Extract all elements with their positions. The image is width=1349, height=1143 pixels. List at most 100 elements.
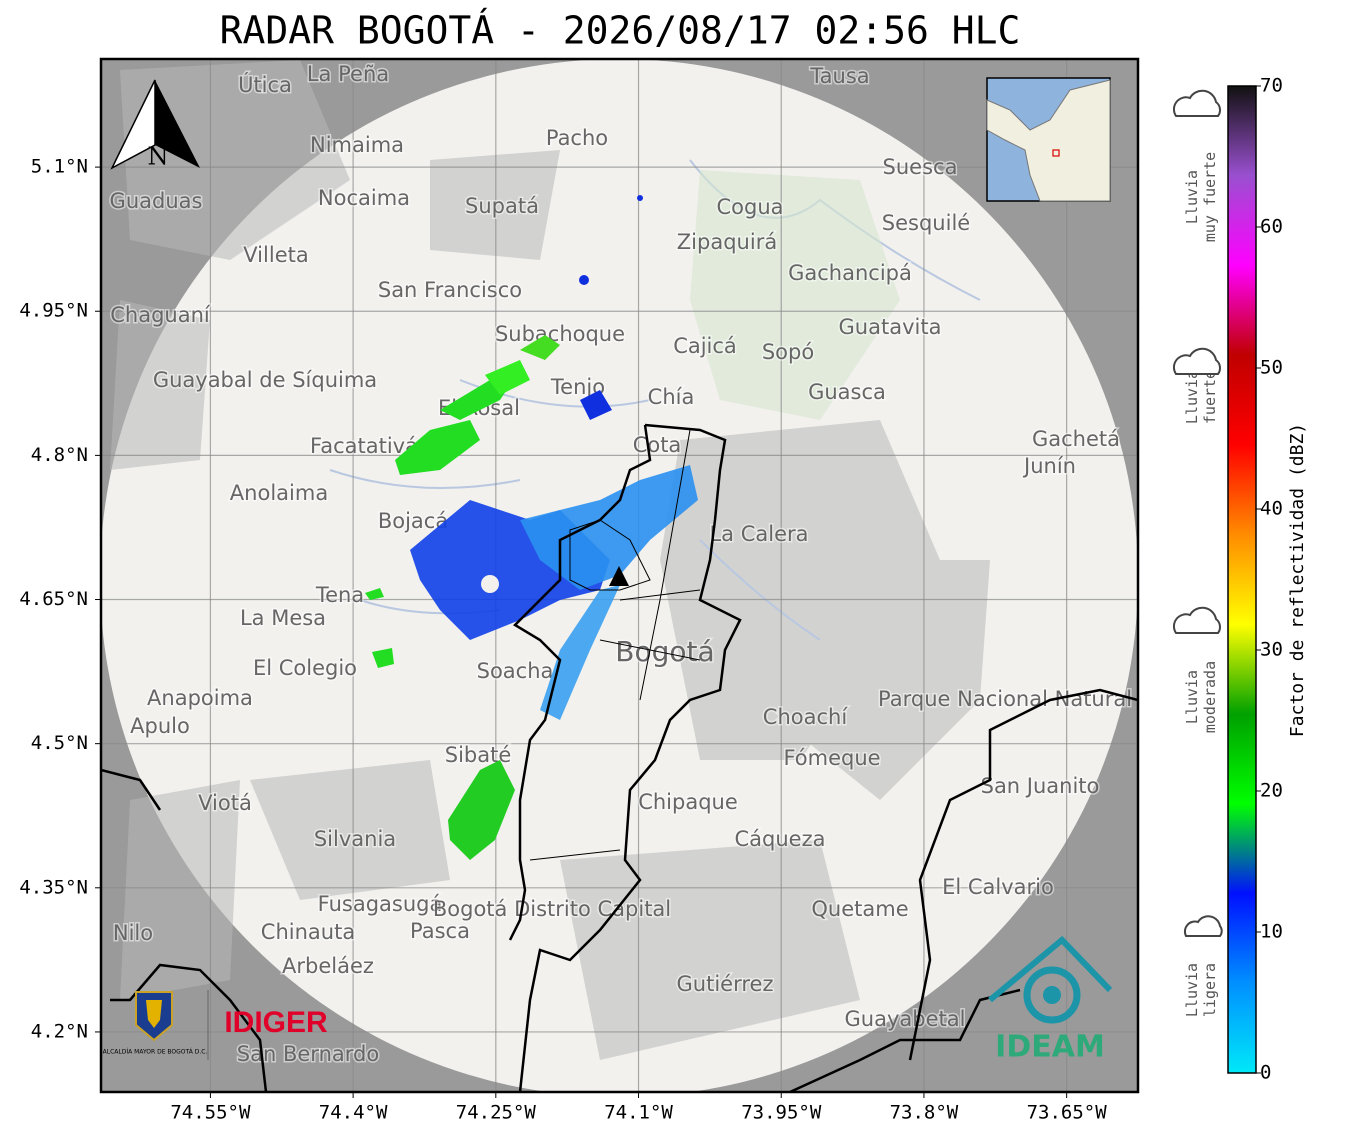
- intensity-icons: [1173, 89, 1223, 937]
- y-tick-label: 4.8°N: [31, 444, 88, 466]
- y-tick-label: 5.1°N: [31, 156, 88, 178]
- place-label: Junín: [1022, 454, 1076, 478]
- place-label: Choachí: [763, 705, 849, 729]
- place-label: Pacho: [546, 126, 608, 150]
- logo-idiger: IDIGER: [224, 1006, 328, 1039]
- place-label: San Francisco: [378, 278, 522, 302]
- intensity-label: Lluviamuy fuerte: [1183, 152, 1219, 242]
- x-tick-label: 74.55°W: [170, 1102, 251, 1124]
- intensity-label: Lluviafuerte: [1183, 370, 1219, 424]
- place-label: Chía: [648, 385, 695, 409]
- place-label: Cajicá: [673, 334, 737, 358]
- intensity-label: Lluviamoderada: [1183, 661, 1219, 733]
- radar-site: [609, 566, 629, 586]
- north-label: N: [148, 143, 169, 171]
- place-label: Villeta: [243, 243, 308, 267]
- place-label: Nocaima: [318, 186, 410, 210]
- terrain: [110, 60, 990, 1060]
- place-label: Subachoque: [495, 322, 625, 346]
- place-label: Anolaima: [230, 481, 328, 505]
- place-label: Nimaima: [310, 133, 404, 157]
- vegetation: [690, 170, 900, 420]
- place-label: El Colegio: [253, 656, 357, 680]
- boundary: [508, 424, 652, 941]
- place-label: Chipaque: [638, 790, 738, 814]
- place-label: Quetame: [811, 897, 908, 921]
- place-label: Pasca: [410, 919, 470, 943]
- place-label: Guatavita: [839, 315, 942, 339]
- colorbar-tick-label: 40: [1260, 498, 1283, 520]
- x-tick-label: 74.1°W: [604, 1102, 673, 1124]
- place-label: Chaguaní: [110, 303, 211, 327]
- colorbar-tick-label: 20: [1260, 780, 1283, 802]
- place-label: La Mesa: [240, 606, 326, 630]
- place-label: Gachetá: [1032, 427, 1120, 451]
- place-label: Chinauta: [261, 920, 355, 944]
- place-label: San Juanito: [981, 774, 1100, 798]
- colorbar-tick-label: 10: [1260, 921, 1283, 943]
- place-label: Fómeque: [783, 746, 880, 770]
- boundary: [518, 423, 742, 1092]
- place-label: Suesca: [883, 155, 958, 179]
- place-label: Silvania: [314, 827, 396, 851]
- place-label: Apulo: [130, 714, 190, 738]
- place-label: Soacha: [477, 659, 554, 683]
- place-label: Viotá: [198, 791, 252, 815]
- colorbar-label: Factor de reflectividad (dBZ): [1287, 423, 1308, 737]
- place-label: Cota: [633, 433, 682, 457]
- place-label: San Bernardo: [237, 1042, 379, 1066]
- place-label: Útica: [238, 72, 292, 97]
- place-label: Sesquilé: [882, 211, 970, 235]
- y-tick-label: 4.95°N: [19, 300, 88, 322]
- colorbar-tick-label: 30: [1260, 639, 1283, 661]
- place-label: Anapoima: [147, 686, 253, 710]
- x-tick-label: 74.25°W: [456, 1102, 537, 1124]
- place-label: Bogotá: [615, 635, 714, 668]
- title: RADAR BOGOTÁ - 2026/08/17 02:56 HLC: [220, 9, 1021, 53]
- place-label: Tena: [315, 583, 364, 607]
- y-tick-label: 4.2°N: [31, 1020, 88, 1042]
- boundary: [789, 688, 1138, 1092]
- place-label: Guaduas: [110, 189, 203, 213]
- x-tick-label: 73.65°W: [1027, 1102, 1108, 1124]
- place-label: Guayabal de Síquima: [153, 368, 377, 392]
- place-label: Cogua: [716, 195, 783, 219]
- intensity-label: Lluvialigera: [1183, 963, 1219, 1017]
- logo-alcaldia: ALCALDÍA MAYOR DE BOGOTÁ D.C.: [103, 1049, 208, 1056]
- place-label: Supatá: [465, 194, 539, 218]
- place-label: Tausa: [809, 64, 869, 88]
- place-label: La Peña: [307, 62, 389, 86]
- place-label: Sopó: [762, 340, 814, 364]
- place-label: Fusagasugá: [318, 892, 443, 916]
- inset-map: [986, 77, 1111, 202]
- colorbar-tick-label: 0: [1260, 1062, 1271, 1084]
- x-tick-label: 73.8°W: [890, 1102, 959, 1124]
- y-tick-label: 4.5°N: [31, 732, 88, 754]
- map-area: La Peña Útica Tausa Pacho Nimaima Nocaima Supa…: [101, 59, 1138, 1092]
- place-label: Bogotá Distrito Capital: [433, 897, 671, 921]
- place-label: Gachancipá: [788, 261, 912, 285]
- place-label: Guayabetal: [845, 1007, 966, 1031]
- place-label: El Calvario: [942, 875, 1054, 899]
- y-tick-label: 4.65°N: [19, 588, 88, 610]
- colorbar-tick-label: 50: [1260, 357, 1283, 379]
- place-label: Nilo: [113, 921, 153, 945]
- place-label: Guasca: [808, 380, 886, 404]
- place-label: Zipaquirá: [677, 230, 777, 254]
- frame: [99, 57, 1140, 1094]
- place-label: Cáqueza: [735, 827, 826, 851]
- localities: [529, 429, 701, 861]
- logos: ALCALDÍA MAYOR DE BOGOTÁ D.C. IDIGER IDE…: [103, 935, 1113, 1065]
- logo-ideam: IDEAM: [995, 1030, 1105, 1065]
- boundary: [101, 768, 268, 1092]
- colorbar: [1227, 85, 1257, 1074]
- place-label: Facatativá: [310, 434, 418, 458]
- place-label: La Calera: [709, 522, 808, 546]
- radar-echoes: [365, 195, 698, 860]
- x-tick-label: 73.95°W: [741, 1102, 822, 1124]
- place-label: Sibaté: [445, 743, 512, 767]
- place-label: Gutiérrez: [677, 972, 774, 996]
- place-label: Arbeláez: [282, 954, 374, 978]
